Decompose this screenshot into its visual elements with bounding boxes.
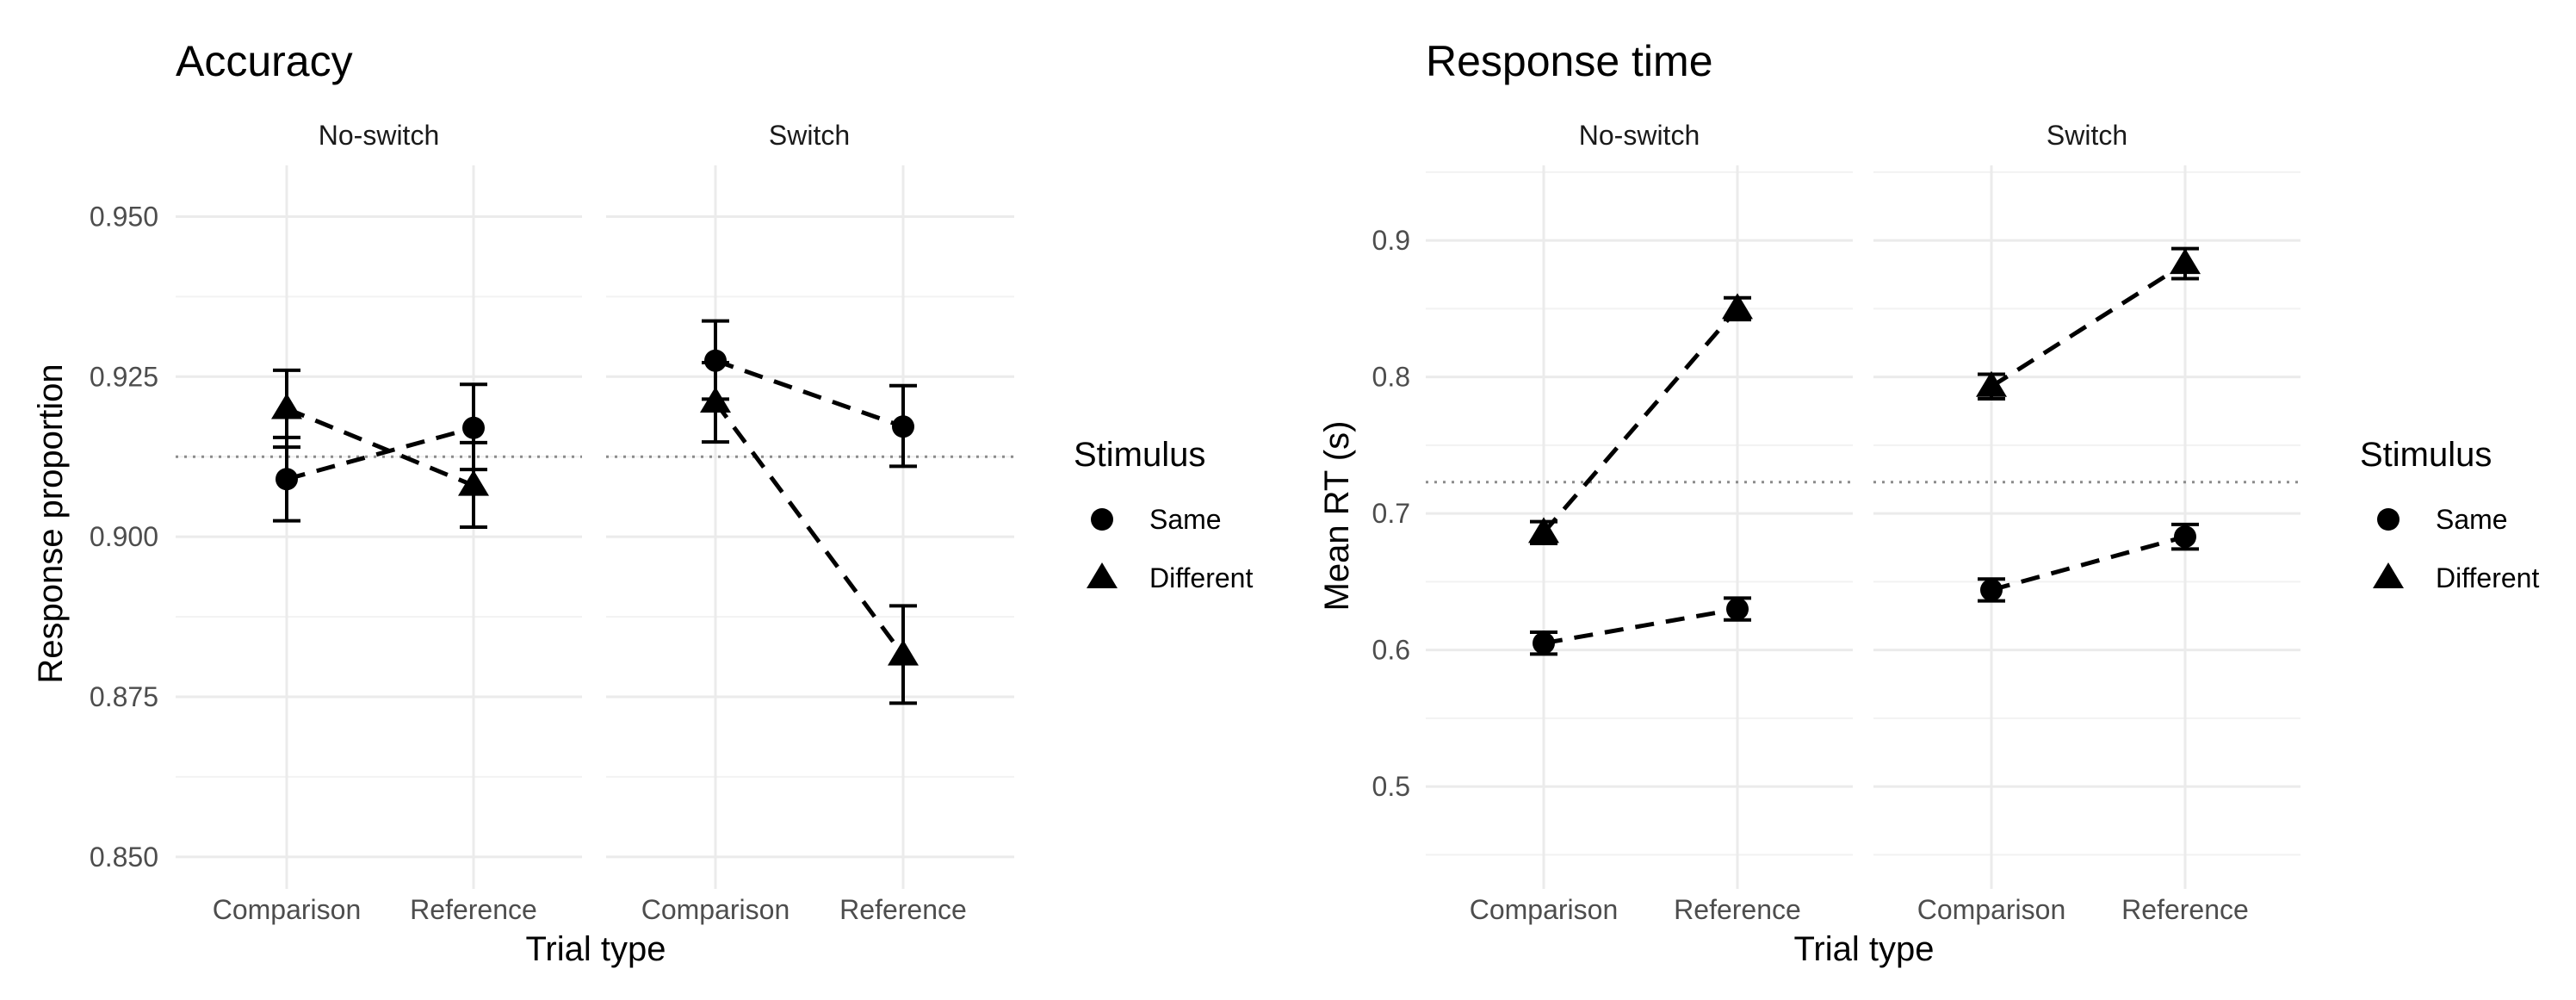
series-line-same [1543,606,1738,646]
facet-label-switch: Switch [769,120,850,151]
y-tick-label: 0.875 [90,681,158,712]
legend-label-different: Different [1149,562,1253,593]
x-axis-title: Trial type [525,930,666,968]
data-point-different [271,393,302,419]
y-tick-labels: 0.5 0.6 0.7 0.8 0.9 [1372,225,1410,802]
legend-key-different [2373,562,2404,588]
y-tick-label: 0.6 [1372,635,1410,666]
facet-label-no-switch: No-switch [1579,120,1700,151]
series-line-same [715,358,904,429]
data-point-different [700,387,731,413]
legend: Stimulus Same Different [2360,436,2539,593]
data-point-same [462,416,485,439]
x-axis-title: Trial type [1793,930,1934,968]
response-time-chart: Response time 0.50.60.70.80.9 No-switch … [1318,37,2539,968]
series-line-different [286,407,474,488]
y-tick-label: 0.850 [90,842,158,873]
x-tick-label: Reference [410,894,537,925]
chart-title: Accuracy [176,37,353,85]
x-tick-label: Comparison [1917,894,2066,925]
x-tick-label: Reference [839,894,967,925]
data-point-different [1528,517,1559,543]
data-point-same [276,468,298,491]
y-tick-label: 0.7 [1372,498,1410,529]
data-point-same [1980,578,2003,601]
legend-label-different: Different [2436,562,2539,593]
legend-key-different [1087,562,1118,588]
data-point-different [1722,293,1753,320]
series-line-same [286,425,474,481]
x-tick-label: Comparison [1470,894,1619,925]
y-tick-label: 0.950 [90,201,158,232]
x-tick-label: Reference [1674,894,1801,925]
accuracy-chart: Accuracy 0.850 0.875 0.900 0.925 0.950 No-sw… [32,37,1253,968]
legend: Stimulus Same Different [1074,436,1253,593]
legend-title: Stimulus [2360,436,2492,474]
y-axis-title: Response proportion [32,363,70,683]
y-axis-title: Mean RT (s) [1318,421,1356,612]
chart-title: Response time [1426,37,1713,85]
legend-label-same: Same [1149,504,1222,535]
x-tick-label: Reference [2121,894,2249,925]
y-tick-label: 0.925 [90,361,158,392]
legend-title: Stimulus [1074,436,1205,474]
data-point-different [888,639,919,666]
facet-label-no-switch: No-switch [319,120,439,151]
x-tick-label: Comparison [641,894,790,925]
data-layer [271,319,919,705]
x-tick-label: Comparison [213,894,362,925]
series-line-different [1990,262,2187,388]
legend-key-same [2377,508,2400,531]
series-line-same [1991,534,2186,593]
y-tick-label: 0.8 [1372,362,1410,393]
data-point-same [704,349,727,372]
y-tick-label: 0.9 [1372,225,1410,256]
grid [176,165,1014,889]
series-line-different [1542,307,1739,534]
legend-label-same: Same [2436,504,2508,535]
y-tick-label: 0.5 [1372,771,1410,802]
data-point-different [2170,248,2201,275]
data-point-different [458,469,489,496]
series-line-different [713,401,906,657]
data-point-same [1726,598,1749,621]
data-point-same [1533,631,1555,655]
grid [1426,165,2300,889]
data-point-same [2174,525,2196,549]
data-point-same [892,415,914,438]
legend-key-same [1091,508,1113,531]
y-tick-label: 0.900 [90,521,158,552]
y-tick-labels: 0.850 0.875 0.900 0.925 0.950 [90,201,158,872]
data-layer [1528,246,2201,656]
facet-label-switch: Switch [2047,120,2127,151]
data-point-different [1976,370,2007,397]
